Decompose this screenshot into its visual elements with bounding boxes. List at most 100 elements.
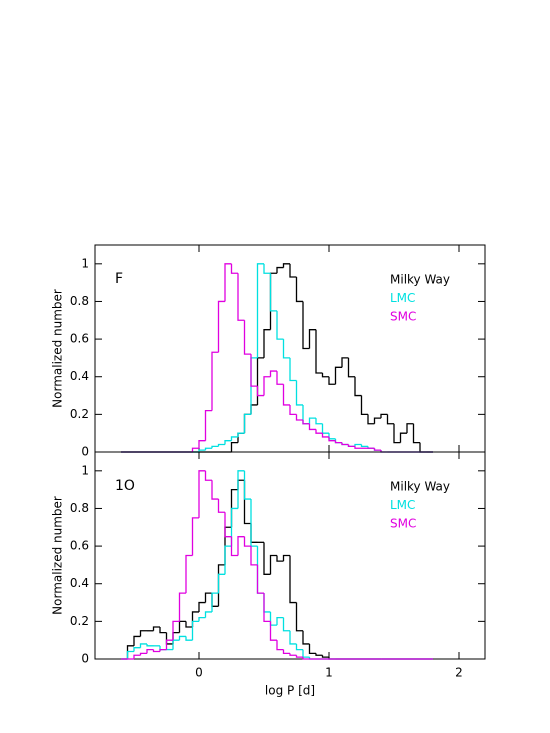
histogram-step	[289, 653, 297, 656]
histogram-step	[256, 564, 264, 594]
y-axis-label: Normalized number	[51, 496, 65, 615]
histogram-step	[282, 649, 290, 655]
histogram-step	[276, 555, 284, 562]
histogram-step	[224, 545, 232, 575]
y-tick-label: 0.2	[70, 614, 89, 628]
y-tick-label: 0.6	[70, 539, 89, 553]
histogram-step	[204, 409, 212, 441]
histogram-step	[393, 423, 401, 444]
histogram-step	[334, 440, 342, 444]
histogram-step	[289, 555, 297, 604]
histogram-step	[243, 480, 251, 525]
histogram-step	[217, 564, 225, 607]
histogram-step	[133, 647, 141, 652]
histogram-step	[308, 423, 316, 431]
histogram-step	[302, 649, 310, 658]
histogram-step	[133, 635, 141, 646]
histogram-step	[243, 470, 251, 500]
histogram-step	[373, 448, 381, 451]
histogram-step	[399, 432, 407, 443]
histogram-step	[217, 443, 225, 447]
histogram-step	[243, 536, 251, 547]
histogram-step	[269, 621, 277, 641]
histogram-step	[380, 413, 388, 419]
y-tick-label: 0.8	[70, 501, 89, 515]
histogram-step	[360, 444, 368, 448]
histogram-step	[289, 630, 297, 645]
histogram-step	[269, 273, 277, 312]
histogram-step	[243, 413, 251, 434]
y-tick-label: 1	[81, 463, 89, 477]
histogram-step	[302, 657, 310, 660]
histogram-step	[250, 404, 258, 415]
histogram-step	[250, 499, 258, 547]
histogram-step	[159, 648, 167, 652]
histogram-step	[230, 436, 238, 441]
histogram-step	[237, 536, 245, 556]
y-tick-label: 0	[81, 445, 89, 459]
histogram-step	[237, 479, 245, 490]
histogram-step	[139, 630, 147, 637]
histogram-step	[230, 263, 238, 274]
histogram-step	[191, 447, 199, 452]
histogram-step	[308, 643, 316, 655]
histogram-step	[282, 384, 290, 406]
histogram-step	[165, 639, 173, 650]
histogram-step	[386, 414, 394, 425]
histogram-step	[152, 626, 160, 631]
y-tick-label: 0.4	[70, 576, 89, 590]
histogram-step	[256, 546, 264, 594]
histogram-step	[230, 507, 238, 547]
histogram-step	[295, 276, 303, 303]
histogram-step	[302, 420, 310, 425]
histogram-step	[302, 404, 310, 425]
histogram-step	[172, 639, 180, 650]
histogram-step	[341, 442, 349, 446]
histogram-step	[178, 635, 186, 641]
histogram-step	[256, 263, 264, 358]
histogram-step	[165, 632, 173, 645]
histogram-step	[237, 432, 245, 437]
histogram-step	[139, 643, 147, 648]
histogram-step	[354, 376, 362, 397]
histogram-step	[191, 517, 199, 556]
histogram-step	[250, 546, 258, 566]
legend-label: Milky Way	[390, 480, 450, 494]
histogram-step	[217, 300, 225, 353]
histogram-step	[204, 592, 212, 603]
histogram-step	[243, 413, 251, 434]
histogram-step	[282, 554, 290, 562]
histogram-step	[198, 470, 206, 518]
histogram-step	[367, 414, 375, 425]
histogram-step	[276, 640, 284, 651]
histogram-step	[230, 536, 238, 557]
histogram-step	[419, 442, 427, 453]
histogram-step	[211, 593, 219, 607]
x-tick-label: 0	[195, 666, 203, 680]
histogram-step	[315, 653, 323, 656]
histogram-step	[302, 301, 310, 350]
histogram-step	[146, 648, 154, 654]
x-tick-label: 1	[325, 666, 333, 680]
legend-label: LMC	[390, 291, 415, 305]
histogram-step	[269, 554, 277, 575]
histogram-step	[237, 432, 245, 443]
histogram-step	[152, 649, 160, 653]
histogram-step	[341, 357, 349, 368]
histogram-step	[204, 470, 212, 481]
histogram-step	[295, 602, 303, 632]
histogram-step	[263, 593, 271, 613]
y-tick-label: 1	[81, 256, 89, 270]
y-tick-label: 0	[81, 652, 89, 666]
y-tick-label: 0.2	[70, 407, 89, 421]
histogram-step	[217, 499, 225, 513]
histogram-step	[159, 627, 167, 634]
histogram-step	[204, 447, 212, 451]
histogram-step	[269, 611, 277, 626]
histogram-step	[224, 440, 232, 445]
histogram-step	[198, 449, 206, 452]
histogram-step	[354, 443, 362, 447]
histogram-step	[276, 371, 284, 385]
histogram-step	[224, 263, 232, 302]
histogram-step	[347, 357, 355, 378]
